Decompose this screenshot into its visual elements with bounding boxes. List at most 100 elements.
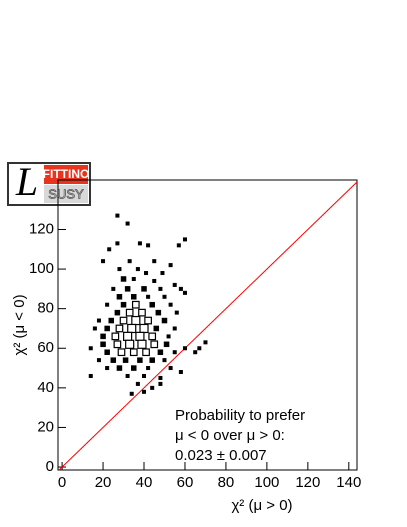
y-tick-label: 80 xyxy=(37,300,54,317)
data-box xyxy=(168,302,173,307)
data-box xyxy=(182,290,187,295)
data-box xyxy=(203,340,208,345)
data-box xyxy=(125,339,135,349)
data-box xyxy=(178,286,183,291)
diagonal-line xyxy=(58,181,358,471)
data-box xyxy=(141,286,147,292)
data-box xyxy=(193,350,198,355)
data-box xyxy=(129,391,134,396)
data-box xyxy=(101,259,106,264)
data-box xyxy=(158,286,163,291)
data-box xyxy=(135,331,145,341)
y-tick-label: 20 xyxy=(37,418,54,435)
data-box xyxy=(142,373,147,378)
logo: L FITTINO SUSY xyxy=(7,159,91,206)
x-tick-label: 0 xyxy=(58,474,66,491)
data-box xyxy=(120,276,127,282)
annotation: μ < 0 over μ > 0: xyxy=(175,427,285,444)
data-box xyxy=(166,334,171,339)
data-box xyxy=(172,350,177,355)
data-box xyxy=(104,325,110,332)
x-tick-label: 120 xyxy=(295,474,320,491)
data-box xyxy=(96,318,101,323)
data-box xyxy=(172,282,177,287)
data-box xyxy=(172,326,177,331)
data-box xyxy=(124,286,131,292)
data-box xyxy=(149,301,155,308)
data-box xyxy=(152,278,157,283)
data-box xyxy=(110,357,117,363)
data-box xyxy=(162,358,167,363)
data-box xyxy=(115,241,120,246)
y-tick-label: 120 xyxy=(29,220,54,237)
y-tick-label: 100 xyxy=(29,260,54,277)
data-box xyxy=(116,294,123,300)
data-box xyxy=(176,243,181,248)
data-box xyxy=(131,365,137,371)
data-box xyxy=(150,385,155,390)
data-box xyxy=(123,331,133,341)
data-box xyxy=(178,370,183,375)
data-box xyxy=(122,357,129,363)
data-box xyxy=(108,317,114,324)
data-box xyxy=(114,309,121,316)
y-tick-label: 40 xyxy=(37,379,54,396)
data-box xyxy=(127,259,132,264)
data-box xyxy=(157,349,164,355)
data-box xyxy=(162,294,167,299)
y-axis-label: χ² (μ < 0) xyxy=(11,294,28,355)
data-box xyxy=(138,308,146,317)
data-box xyxy=(197,346,202,351)
data-box xyxy=(144,271,149,276)
data-box xyxy=(125,221,130,226)
data-box xyxy=(131,294,137,300)
logo-mark: L xyxy=(15,159,38,204)
x-tick-label: 60 xyxy=(177,474,194,491)
data-box xyxy=(142,348,150,357)
data-box xyxy=(117,348,126,357)
data-box xyxy=(111,286,116,291)
data-box xyxy=(125,308,134,317)
data-box xyxy=(139,323,149,334)
data-box xyxy=(104,349,110,355)
data-box xyxy=(88,346,93,351)
data-box xyxy=(119,316,128,325)
data-box xyxy=(127,323,137,334)
annotation: 0.023 ± 0.007 xyxy=(175,447,267,464)
logo-top: FITTINO xyxy=(43,167,90,181)
data-box xyxy=(148,332,157,341)
data-box xyxy=(158,381,163,386)
data-box xyxy=(163,341,170,348)
logo-band-bottom xyxy=(44,185,88,203)
data-box xyxy=(131,276,136,281)
data-box xyxy=(137,241,142,246)
data-box xyxy=(137,339,147,349)
data-box xyxy=(146,294,151,299)
data-box xyxy=(125,373,130,378)
data-box xyxy=(111,332,120,341)
data-box xyxy=(120,301,127,308)
annotation: Probability to prefer xyxy=(175,407,305,424)
data-box xyxy=(100,333,106,340)
y-tick-label: 60 xyxy=(37,339,54,356)
logo-bottom: SUSY xyxy=(48,186,84,201)
logo-band xyxy=(44,165,88,184)
data-box xyxy=(135,267,140,272)
x-tick-label: 80 xyxy=(218,474,235,491)
x-tick-label: 100 xyxy=(254,474,279,491)
data-box xyxy=(168,263,173,268)
data-box xyxy=(137,357,143,363)
plot-frame xyxy=(57,179,358,471)
data-box xyxy=(105,302,110,307)
data-box xyxy=(168,366,173,371)
data-box xyxy=(115,324,124,333)
data-box xyxy=(155,309,162,316)
data-box xyxy=(158,375,163,380)
data-box xyxy=(152,259,157,264)
data-box xyxy=(131,315,141,326)
data-box xyxy=(115,213,120,218)
x-axis-label: χ² (μ > 0) xyxy=(231,497,292,514)
data-box xyxy=(113,340,122,349)
data-box xyxy=(161,317,168,324)
